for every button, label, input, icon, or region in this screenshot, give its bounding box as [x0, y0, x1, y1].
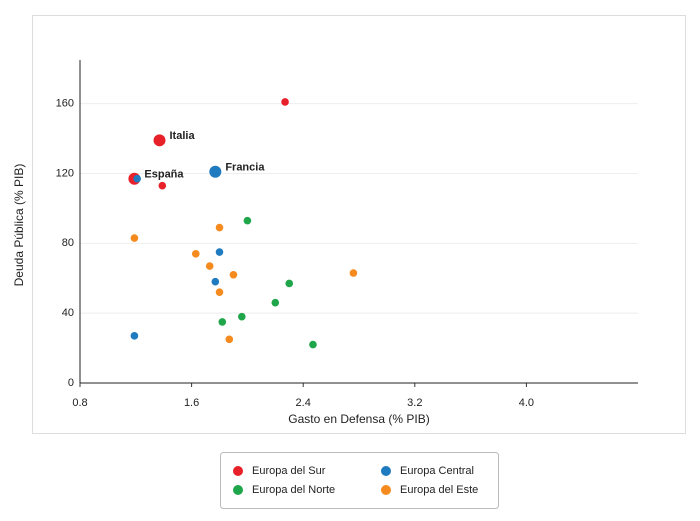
- point: [130, 234, 139, 242]
- y-tick-label: 120: [56, 167, 74, 179]
- legend-label: Europa del Norte: [252, 484, 335, 496]
- legend: [220, 452, 499, 509]
- legend-label: Europa Central: [400, 465, 474, 477]
- point: [225, 335, 234, 344]
- point: [238, 312, 246, 321]
- point: [229, 270, 238, 279]
- legend-marker: [233, 466, 243, 476]
- point: [271, 298, 280, 307]
- legend-label: Europa del Este: [400, 484, 478, 496]
- x-tick-label: 4.0: [519, 397, 534, 409]
- point: [209, 165, 222, 178]
- point: [309, 340, 317, 349]
- point: [215, 248, 224, 256]
- chart-frame: [32, 15, 686, 434]
- point: [215, 288, 224, 297]
- point: [215, 223, 224, 232]
- x-tick-label: 1.6: [184, 397, 199, 409]
- y-tick-label: 160: [56, 98, 74, 110]
- point: [243, 216, 252, 225]
- point: [205, 262, 214, 270]
- y-axis-label: Deuda Pública (% PIB): [12, 164, 26, 287]
- x-tick-label: 2.4: [296, 397, 311, 409]
- point: [211, 277, 220, 286]
- point-label: Francia: [225, 162, 265, 174]
- point: [349, 269, 358, 277]
- x-tick-label: 0.8: [72, 397, 87, 409]
- x-tick-label: 3.2: [407, 397, 422, 409]
- point: [130, 332, 139, 340]
- legend-marker: [233, 485, 243, 495]
- point: [281, 98, 289, 106]
- y-tick-label: 80: [62, 237, 74, 249]
- point-label: España: [144, 169, 184, 181]
- legend-marker: [381, 466, 391, 476]
- y-tick-label: 40: [62, 307, 74, 319]
- point-label: Italia: [170, 130, 196, 142]
- legend-label: Europa del Sur: [252, 465, 326, 477]
- point: [158, 181, 167, 190]
- point: [218, 318, 227, 326]
- point: [153, 134, 166, 147]
- y-tick-label: 0: [68, 377, 74, 389]
- point: [133, 174, 141, 183]
- point: [191, 250, 200, 258]
- x-axis-label: Gasto en Defensa (% PIB): [288, 412, 429, 426]
- legend-marker: [381, 485, 391, 495]
- point: [285, 279, 294, 288]
